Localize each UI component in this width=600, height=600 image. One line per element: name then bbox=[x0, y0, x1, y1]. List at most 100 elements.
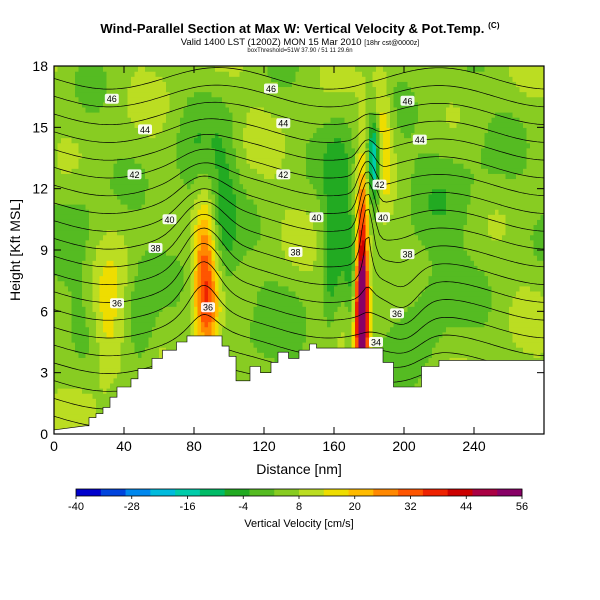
velocity-cell bbox=[68, 280, 73, 287]
velocity-cell bbox=[159, 163, 164, 169]
velocity-cell bbox=[197, 255, 202, 261]
velocity-cell bbox=[120, 326, 125, 333]
velocity-cell bbox=[208, 66, 213, 72]
velocity-cell bbox=[187, 214, 192, 220]
velocity-cell bbox=[285, 255, 290, 261]
velocity-cell bbox=[208, 311, 213, 318]
velocity-cell bbox=[204, 86, 209, 93]
velocity-cell bbox=[257, 163, 262, 169]
velocity-cell bbox=[120, 91, 125, 98]
velocity-cell bbox=[281, 250, 286, 256]
velocity-cell bbox=[124, 152, 129, 159]
velocity-cell bbox=[243, 163, 248, 169]
velocity-cell bbox=[127, 91, 132, 98]
velocity-cell bbox=[78, 152, 83, 159]
velocity-cell bbox=[68, 393, 73, 399]
velocity-cell bbox=[239, 142, 244, 149]
velocity-cell bbox=[134, 229, 139, 236]
velocity-cell bbox=[183, 244, 188, 251]
velocity-cell bbox=[61, 158, 66, 164]
velocity-cell bbox=[236, 142, 241, 149]
velocity-cell bbox=[134, 198, 139, 205]
velocity-cell bbox=[141, 71, 146, 77]
velocity-cell bbox=[64, 321, 69, 328]
velocity-cell bbox=[190, 117, 195, 123]
velocity-cell bbox=[260, 106, 265, 113]
velocity-cell bbox=[61, 352, 66, 358]
velocity-cell bbox=[215, 101, 220, 108]
velocity-cell bbox=[264, 290, 269, 297]
velocity-cell bbox=[131, 372, 136, 379]
velocity-cell bbox=[187, 173, 192, 180]
velocity-cell bbox=[124, 137, 129, 144]
velocity-cell bbox=[194, 301, 199, 307]
velocity-cell bbox=[173, 285, 178, 292]
velocity-cell bbox=[82, 296, 87, 302]
velocity-cell bbox=[57, 188, 62, 195]
velocity-cell bbox=[138, 219, 143, 226]
velocity-cell bbox=[127, 372, 132, 379]
velocity-cell bbox=[295, 336, 300, 343]
velocity-cell bbox=[75, 372, 80, 379]
velocity-cell bbox=[89, 81, 94, 88]
velocity-cell bbox=[103, 265, 108, 272]
velocity-cell bbox=[54, 137, 59, 144]
velocity-cell bbox=[243, 178, 248, 185]
velocity-cell bbox=[232, 76, 237, 82]
velocity-cell bbox=[281, 132, 286, 139]
velocity-cell bbox=[173, 250, 178, 256]
velocity-cell bbox=[278, 275, 283, 282]
velocity-cell bbox=[285, 66, 290, 72]
velocity-cell bbox=[162, 275, 167, 282]
velocity-cell bbox=[281, 296, 286, 302]
velocity-cell bbox=[155, 296, 160, 302]
velocity-cell bbox=[155, 106, 160, 113]
velocity-cell bbox=[281, 285, 286, 292]
velocity-cell bbox=[110, 142, 115, 149]
velocity-cell bbox=[267, 147, 272, 154]
velocity-cell bbox=[243, 306, 248, 312]
velocity-cell bbox=[264, 285, 269, 292]
velocity-cell bbox=[68, 224, 73, 231]
velocity-cell bbox=[96, 76, 101, 82]
velocity-cell bbox=[208, 260, 213, 266]
velocity-cell bbox=[103, 352, 108, 358]
velocity-cell bbox=[82, 301, 87, 307]
velocity-cell bbox=[134, 250, 139, 256]
velocity-cell bbox=[68, 377, 73, 384]
velocity-cell bbox=[253, 96, 258, 103]
velocity-cell bbox=[61, 163, 66, 169]
velocity-cell bbox=[85, 357, 90, 364]
velocity-cell bbox=[264, 193, 269, 200]
velocity-cell bbox=[71, 239, 76, 246]
velocity-cell bbox=[281, 214, 286, 220]
velocity-cell bbox=[257, 275, 262, 282]
velocity-cell bbox=[141, 321, 146, 328]
velocity-cell bbox=[201, 296, 206, 302]
velocity-cell bbox=[253, 137, 258, 144]
velocity-cell bbox=[68, 321, 73, 328]
velocity-cell bbox=[106, 112, 111, 118]
velocity-cell bbox=[204, 178, 209, 185]
velocity-cell bbox=[204, 219, 209, 226]
velocity-cell bbox=[71, 163, 76, 169]
velocity-cell bbox=[208, 173, 213, 180]
velocity-cell bbox=[176, 86, 181, 93]
velocity-cell bbox=[169, 296, 174, 302]
velocity-cell bbox=[99, 311, 104, 318]
velocity-cell bbox=[103, 163, 108, 169]
velocity-cell bbox=[117, 209, 122, 215]
velocity-cell bbox=[215, 173, 220, 180]
velocity-cell bbox=[131, 270, 136, 277]
velocity-cell bbox=[250, 168, 255, 174]
velocity-cell bbox=[124, 163, 129, 169]
velocity-cell bbox=[229, 214, 234, 220]
velocity-cell bbox=[267, 290, 272, 297]
velocity-cell bbox=[176, 331, 181, 338]
velocity-cell bbox=[106, 173, 111, 180]
velocity-cell bbox=[138, 290, 143, 297]
velocity-cell bbox=[141, 234, 146, 241]
velocity-cell bbox=[274, 280, 279, 287]
velocity-cell bbox=[152, 122, 157, 128]
velocity-cell bbox=[82, 285, 87, 292]
